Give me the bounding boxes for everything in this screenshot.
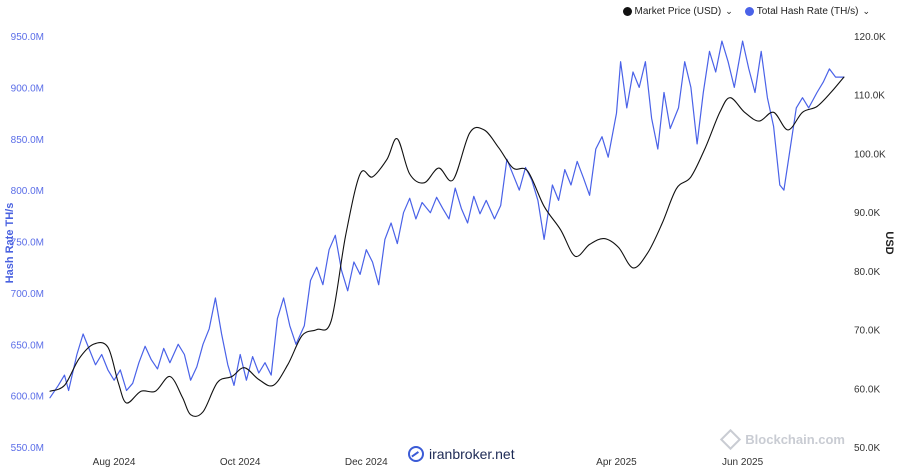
y-right-tick-label: 90.0K xyxy=(854,208,880,219)
iranbroker-watermark: iranbroker.net xyxy=(408,446,515,462)
y-right-tick-label: 120.0K xyxy=(854,32,886,43)
y-left-tick-label: 950.0M xyxy=(11,32,44,43)
legend-label-hash-rate: Total Hash Rate (TH/s) xyxy=(756,6,859,17)
chart-legend: Market Price (USD) ⌄ Total Hash Rate (TH… xyxy=(622,6,870,17)
y-right-tick-label: 100.0K xyxy=(854,149,886,160)
legend-item-hash-rate[interactable]: Total Hash Rate (TH/s) ⌄ xyxy=(744,6,870,17)
chevron-down-icon: ⌄ xyxy=(725,6,733,16)
x-tick-label: Dec 2024 xyxy=(345,457,388,468)
iranbroker-watermark-text: iranbroker.net xyxy=(429,446,515,462)
legend-item-market-price[interactable]: Market Price (USD) ⌄ xyxy=(622,6,733,17)
left-axis-ticks: 550.0M 600.0M 650.0M 700.0M 750.0M 800.0M 850.… xyxy=(11,32,44,454)
x-tick-label: Apr 2025 xyxy=(596,457,637,468)
blockchain-watermark: Blockchain.com xyxy=(720,428,845,451)
blockchain-logo-icon xyxy=(720,428,742,451)
series-layer xyxy=(49,40,845,417)
legend-label-market-price: Market Price (USD) xyxy=(634,6,722,17)
market-price-dot-icon xyxy=(622,7,632,16)
y-left-tick-label: 650.0M xyxy=(11,340,44,351)
x-tick-label: Oct 2024 xyxy=(220,457,261,468)
y-left-tick-label: 800.0M xyxy=(11,186,44,197)
market-price-series-line[interactable] xyxy=(49,76,845,417)
y-left-tick-label: 900.0M xyxy=(11,83,44,94)
x-tick-label: Jun 2025 xyxy=(722,457,764,468)
hash-rate-series-line[interactable] xyxy=(49,40,845,399)
y-left-tick-label: 600.0M xyxy=(11,392,44,403)
y-axis-left-title: Hash Rate TH/s xyxy=(4,203,16,284)
y-axis-right-title: USD xyxy=(883,231,895,254)
x-tick-label: Aug 2024 xyxy=(93,457,136,468)
y-left-tick-label: 700.0M xyxy=(11,289,44,300)
y-right-tick-label: 110.0K xyxy=(854,91,885,102)
y-right-tick-label: 50.0K xyxy=(854,443,880,454)
y-right-tick-label: 80.0K xyxy=(854,267,880,278)
hash-rate-dot-icon xyxy=(744,7,754,16)
right-axis-ticks: 50.0K 60.0K 70.0K 80.0K 90.0K 100.0K 110.0K 120… xyxy=(854,32,886,454)
y-right-tick-label: 70.0K xyxy=(854,326,880,337)
x-axis-ticks: Aug 2024 Oct 2024 Dec 2024 Apr 2025 Jun 2025 xyxy=(93,457,764,468)
chevron-down-icon: ⌄ xyxy=(862,6,870,16)
y-left-tick-label: 850.0M xyxy=(11,135,44,146)
blockchain-watermark-text: Blockchain.com xyxy=(745,432,845,447)
y-right-tick-label: 60.0K xyxy=(854,384,880,395)
y-left-tick-label: 550.0M xyxy=(11,443,44,454)
y-left-tick-label: 750.0M xyxy=(11,238,44,249)
iranbroker-logo-icon xyxy=(408,446,424,462)
